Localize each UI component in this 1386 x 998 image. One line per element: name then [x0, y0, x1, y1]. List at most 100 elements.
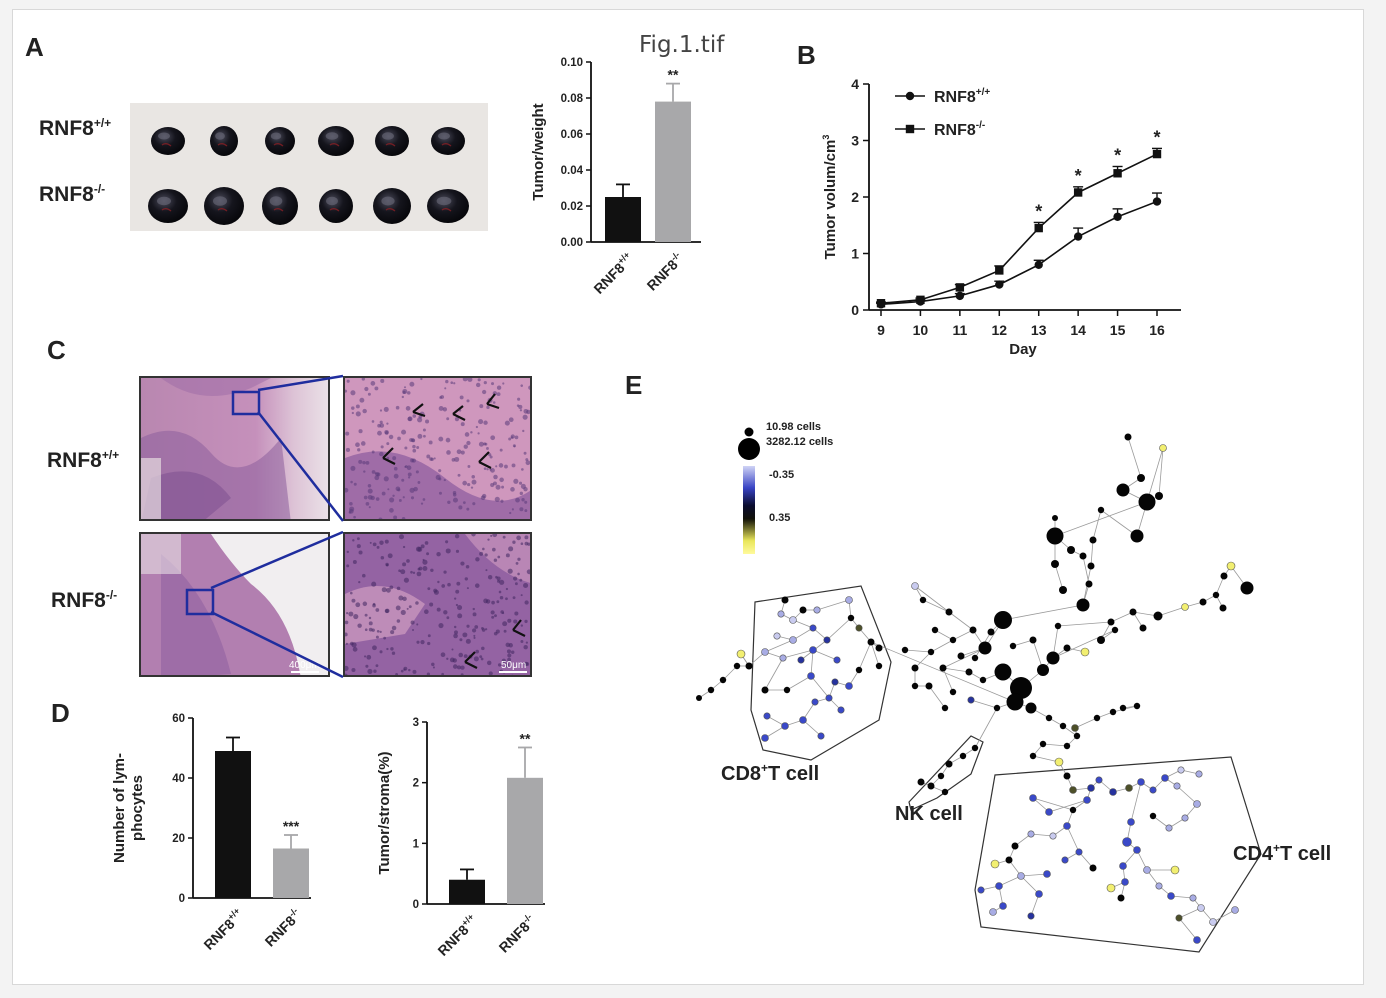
- cell-nucleus: [502, 621, 508, 627]
- cell-nucleus: [454, 630, 458, 635]
- spade-edge: [904, 649, 932, 653]
- legend-marker: [905, 124, 915, 134]
- cell-nucleus: [500, 499, 504, 503]
- cell-nucleus: [359, 397, 365, 403]
- tumor-row-wt: [151, 126, 465, 156]
- cell-nucleus: [495, 629, 500, 634]
- spade-node: [1220, 572, 1228, 580]
- cell-nucleus: [477, 432, 480, 435]
- panel-c-label-wt: RNF8+/+: [47, 448, 120, 472]
- cell-nucleus: [495, 484, 501, 490]
- spade-edge: [934, 629, 954, 641]
- spade-node: [1063, 822, 1071, 830]
- y-axis-label-line2: phocytes: [129, 775, 146, 841]
- cell-nucleus: [379, 423, 385, 428]
- cell-nucleus: [453, 625, 457, 629]
- spade-node: [1045, 808, 1053, 816]
- cell-nucleus: [519, 409, 523, 412]
- cell-nucleus: [525, 458, 529, 462]
- spade-edge: [764, 657, 784, 691]
- spade-node: [994, 663, 1012, 681]
- cell-nucleus: [523, 661, 529, 666]
- cell-nucleus: [386, 456, 390, 460]
- y-tick-label: 3: [413, 717, 419, 729]
- cell-nucleus: [346, 550, 349, 554]
- cell-nucleus: [403, 668, 406, 671]
- cell-nucleus: [466, 507, 470, 511]
- spade-node: [1080, 647, 1090, 657]
- spade-edge: [1110, 611, 1134, 623]
- cell-nucleus: [367, 494, 373, 500]
- cell-nucleus: [497, 555, 501, 559]
- cell-nucleus: [482, 389, 487, 395]
- cell-nucleus: [372, 602, 376, 606]
- cell-nucleus: [379, 409, 383, 412]
- spade-node: [1043, 870, 1051, 878]
- cell-nucleus: [433, 457, 436, 460]
- cell-nucleus: [367, 392, 371, 396]
- spade-node: [927, 782, 935, 790]
- cell-nucleus: [490, 534, 493, 538]
- spade-node: [789, 636, 797, 644]
- cell-nucleus: [367, 484, 372, 488]
- spade-node: [1059, 722, 1067, 730]
- cell-nucleus: [471, 534, 476, 537]
- cell-nucleus: [398, 595, 404, 601]
- spade-node: [1121, 878, 1129, 886]
- scale-bar-low: 400μm: [289, 660, 320, 671]
- cell-nucleus: [525, 460, 530, 466]
- cell-nucleus: [467, 465, 471, 468]
- cell-nucleus: [406, 607, 409, 610]
- spade-node: [1054, 622, 1062, 630]
- cell-nucleus: [447, 582, 451, 587]
- cell-nucleus: [422, 566, 428, 571]
- cell-nucleus: [415, 470, 419, 474]
- cell-nucleus: [456, 604, 463, 611]
- spade-node: [1029, 636, 1037, 644]
- cell-nucleus: [489, 455, 493, 459]
- cell-nucleus: [511, 463, 516, 468]
- cell-nucleus: [438, 405, 444, 411]
- panel-letter-b: B: [797, 40, 816, 70]
- cell-nucleus: [512, 596, 516, 600]
- cell-nucleus: [412, 414, 417, 418]
- cell-nucleus: [366, 654, 372, 660]
- spade-node: [1097, 636, 1105, 644]
- cell-nucleus: [511, 674, 514, 675]
- cell-nucleus: [490, 435, 496, 441]
- cell-nucleus: [431, 662, 435, 667]
- tumor-vessel: [273, 208, 284, 212]
- cell-nucleus: [369, 541, 372, 544]
- spade-node: [1005, 856, 1013, 864]
- cell-nucleus: [466, 587, 469, 590]
- cell-nucleus: [488, 453, 492, 457]
- cell-nucleus: [407, 416, 413, 422]
- tumor-specimen: [318, 126, 354, 156]
- spade-node: [1107, 618, 1115, 626]
- cell-nucleus: [510, 487, 515, 492]
- spade-node: [1130, 529, 1144, 543]
- data-point: [876, 299, 886, 308]
- cell-nucleus: [397, 488, 401, 492]
- histology-wt-low: [139, 376, 330, 521]
- cell-nucleus: [429, 457, 433, 461]
- y-tick-label: 0.00: [561, 237, 583, 249]
- spade-node: [1011, 842, 1019, 850]
- cell-nucleus: [474, 625, 479, 629]
- cell-nucleus: [453, 382, 456, 385]
- cell-nucleus: [409, 381, 415, 387]
- gate-label-nk: NK cell: [895, 803, 963, 825]
- spade-node: [925, 682, 933, 690]
- cell-nucleus: [472, 502, 476, 506]
- spade-edge: [1020, 873, 1048, 877]
- cell-nucleus: [401, 478, 405, 482]
- spade-node: [1073, 732, 1081, 740]
- cell-nucleus: [510, 650, 515, 654]
- spade-edge: [948, 611, 974, 631]
- cell-nucleus: [462, 632, 468, 638]
- cell-nucleus: [438, 622, 444, 629]
- cell-nucleus: [433, 588, 438, 593]
- spade-edge: [1032, 797, 1074, 811]
- bar: [655, 101, 691, 242]
